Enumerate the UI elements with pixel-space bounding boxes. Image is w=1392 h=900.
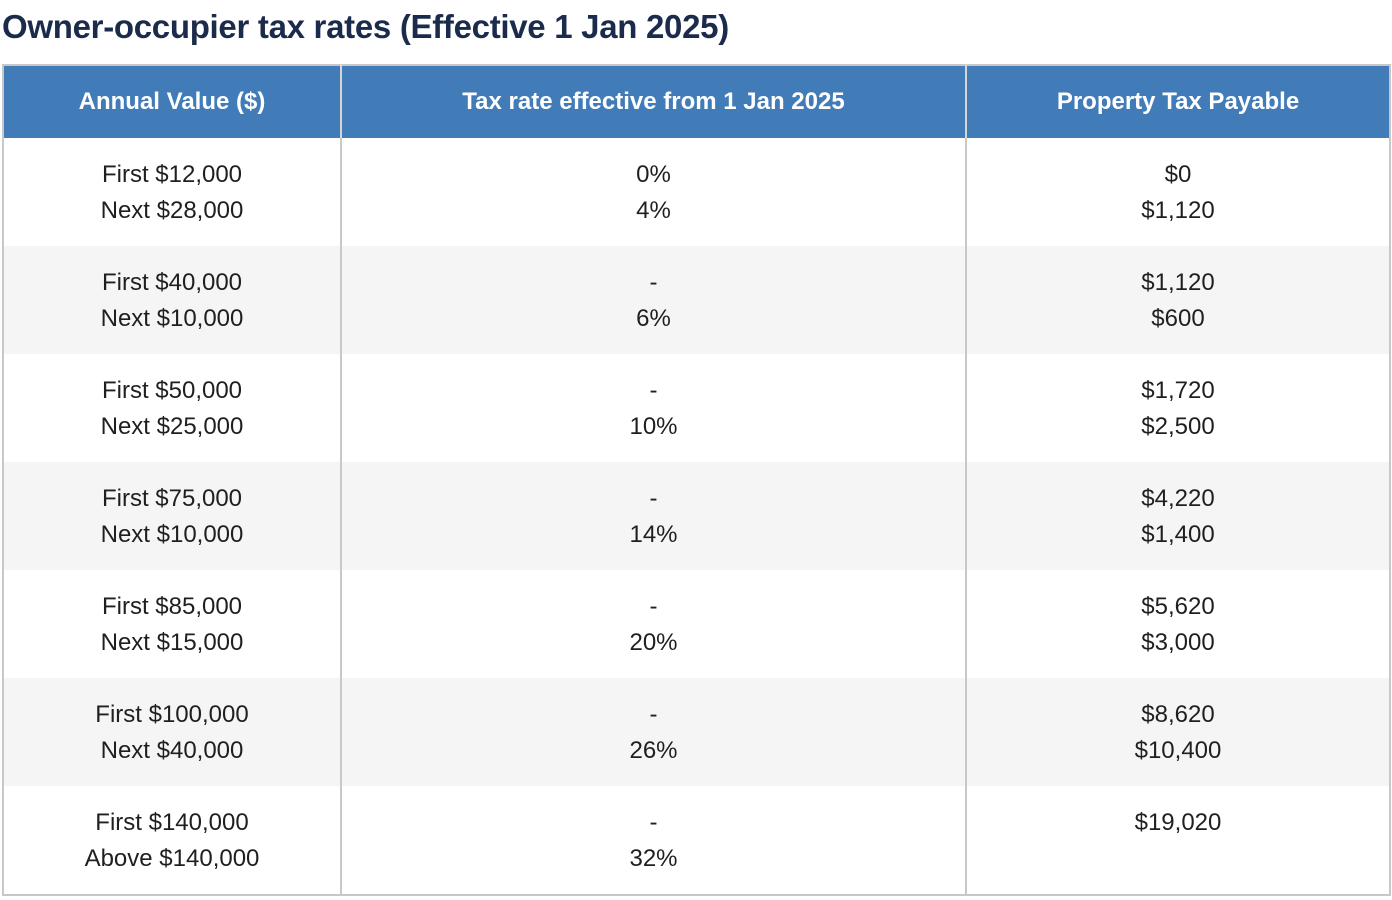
tax-rate-line: 6%	[636, 305, 671, 332]
tax-rate-line: 20%	[629, 629, 678, 656]
payable-cell: $1,720 $2,500	[966, 354, 1390, 462]
payable-line: $8,620	[1141, 701, 1215, 728]
table-row: First $50,000 Next $25,000 - 10% $1,720 …	[3, 354, 1390, 462]
tax-rate-line: 4%	[636, 197, 671, 224]
table-header-row: Annual Value ($) Tax rate effective from…	[3, 65, 1390, 138]
tax-rate-line: 10%	[629, 413, 678, 440]
annual-value-line: First $75,000	[101, 485, 243, 512]
tax-rate-cell: 0% 4%	[341, 138, 967, 246]
payable-line: $4,220	[1141, 485, 1215, 512]
header-property-tax-payable: Property Tax Payable	[966, 65, 1390, 138]
tax-rate-line: 0%	[636, 161, 671, 188]
tax-rate-line: -	[649, 269, 658, 296]
tax-rate-table: Annual Value ($) Tax rate effective from…	[2, 64, 1391, 896]
annual-value-cell: First $40,000 Next $10,000	[3, 246, 342, 354]
table-row: First $85,000 Next $15,000 - 20% $5,620 …	[3, 570, 1390, 678]
annual-value-line: Next $15,000	[100, 629, 244, 656]
annual-value-line: Above $140,000	[84, 845, 260, 872]
tax-rate-cell: - 32%	[341, 786, 967, 895]
payable-line: $2,500	[1141, 413, 1215, 440]
payable-line: $600	[1151, 305, 1205, 332]
payable-cell: $1,120 $600	[966, 246, 1390, 354]
tax-rate-line: 26%	[629, 737, 678, 764]
header-annual-value: Annual Value ($)	[3, 65, 342, 138]
table-row: First $140,000 Above $140,000 - 32% $19,…	[3, 786, 1390, 895]
annual-value-cell: First $12,000 Next $28,000	[3, 138, 342, 246]
payable-line: $5,620	[1141, 593, 1215, 620]
annual-value-cell: First $140,000 Above $140,000	[3, 786, 342, 895]
header-tax-rate: Tax rate effective from 1 Jan 2025	[341, 65, 967, 138]
tax-rate-cell: - 14%	[341, 462, 967, 570]
annual-value-line: First $140,000	[95, 809, 249, 836]
payable-line: $3,000	[1141, 629, 1215, 656]
tax-rate-line: -	[649, 809, 658, 836]
payable-cell: $4,220 $1,400	[966, 462, 1390, 570]
payable-cell: $0 $1,120	[966, 138, 1390, 246]
annual-value-cell: First $50,000 Next $25,000	[3, 354, 342, 462]
annual-value-line: Next $10,000	[100, 521, 244, 548]
tax-rate-line: -	[649, 593, 658, 620]
payable-line: $10,400	[1134, 737, 1222, 764]
table-row: First $75,000 Next $10,000 - 14% $4,220 …	[3, 462, 1390, 570]
annual-value-line: Next $25,000	[100, 413, 244, 440]
tax-rate-line: -	[649, 485, 658, 512]
annual-value-line: First $85,000	[101, 593, 243, 620]
table-row: First $100,000 Next $40,000 - 26% $8,620…	[3, 678, 1390, 786]
table-row: First $12,000 Next $28,000 0% 4% $0 $1,1…	[3, 138, 1390, 246]
payable-cell: $8,620 $10,400	[966, 678, 1390, 786]
tax-rate-line: 32%	[629, 845, 678, 872]
payable-line: $1,720	[1141, 377, 1215, 404]
tax-rate-line: -	[649, 701, 658, 728]
annual-value-line: First $12,000	[101, 161, 243, 188]
tax-rate-line: 14%	[629, 521, 678, 548]
annual-value-line: First $40,000	[101, 269, 243, 296]
payable-line: $19,020	[1134, 809, 1222, 836]
payable-cell: $19,020	[966, 786, 1390, 895]
annual-value-cell: First $100,000 Next $40,000	[3, 678, 342, 786]
tax-rate-cell: - 26%	[341, 678, 967, 786]
payable-line	[967, 841, 1389, 877]
tax-rate-line: -	[649, 377, 658, 404]
annual-value-line: Next $10,000	[100, 305, 244, 332]
payable-line: $1,120	[1141, 269, 1215, 296]
annual-value-line: Next $40,000	[100, 737, 244, 764]
annual-value-line: Next $28,000	[100, 197, 244, 224]
payable-line: $1,120	[1141, 197, 1215, 224]
annual-value-cell: First $75,000 Next $10,000	[3, 462, 342, 570]
table-row: First $40,000 Next $10,000 - 6% $1,120 $…	[3, 246, 1390, 354]
annual-value-line: First $50,000	[101, 377, 243, 404]
page-title: Owner-occupier tax rates (Effective 1 Ja…	[2, 8, 729, 45]
tax-rate-cell: - 6%	[341, 246, 967, 354]
tax-rate-cell: - 10%	[341, 354, 967, 462]
annual-value-line: First $100,000	[95, 701, 249, 728]
annual-value-cell: First $85,000 Next $15,000	[3, 570, 342, 678]
payable-cell: $5,620 $3,000	[966, 570, 1390, 678]
tax-rate-cell: - 20%	[341, 570, 967, 678]
payable-line: $1,400	[1141, 521, 1215, 548]
payable-line: $0	[1164, 161, 1192, 188]
